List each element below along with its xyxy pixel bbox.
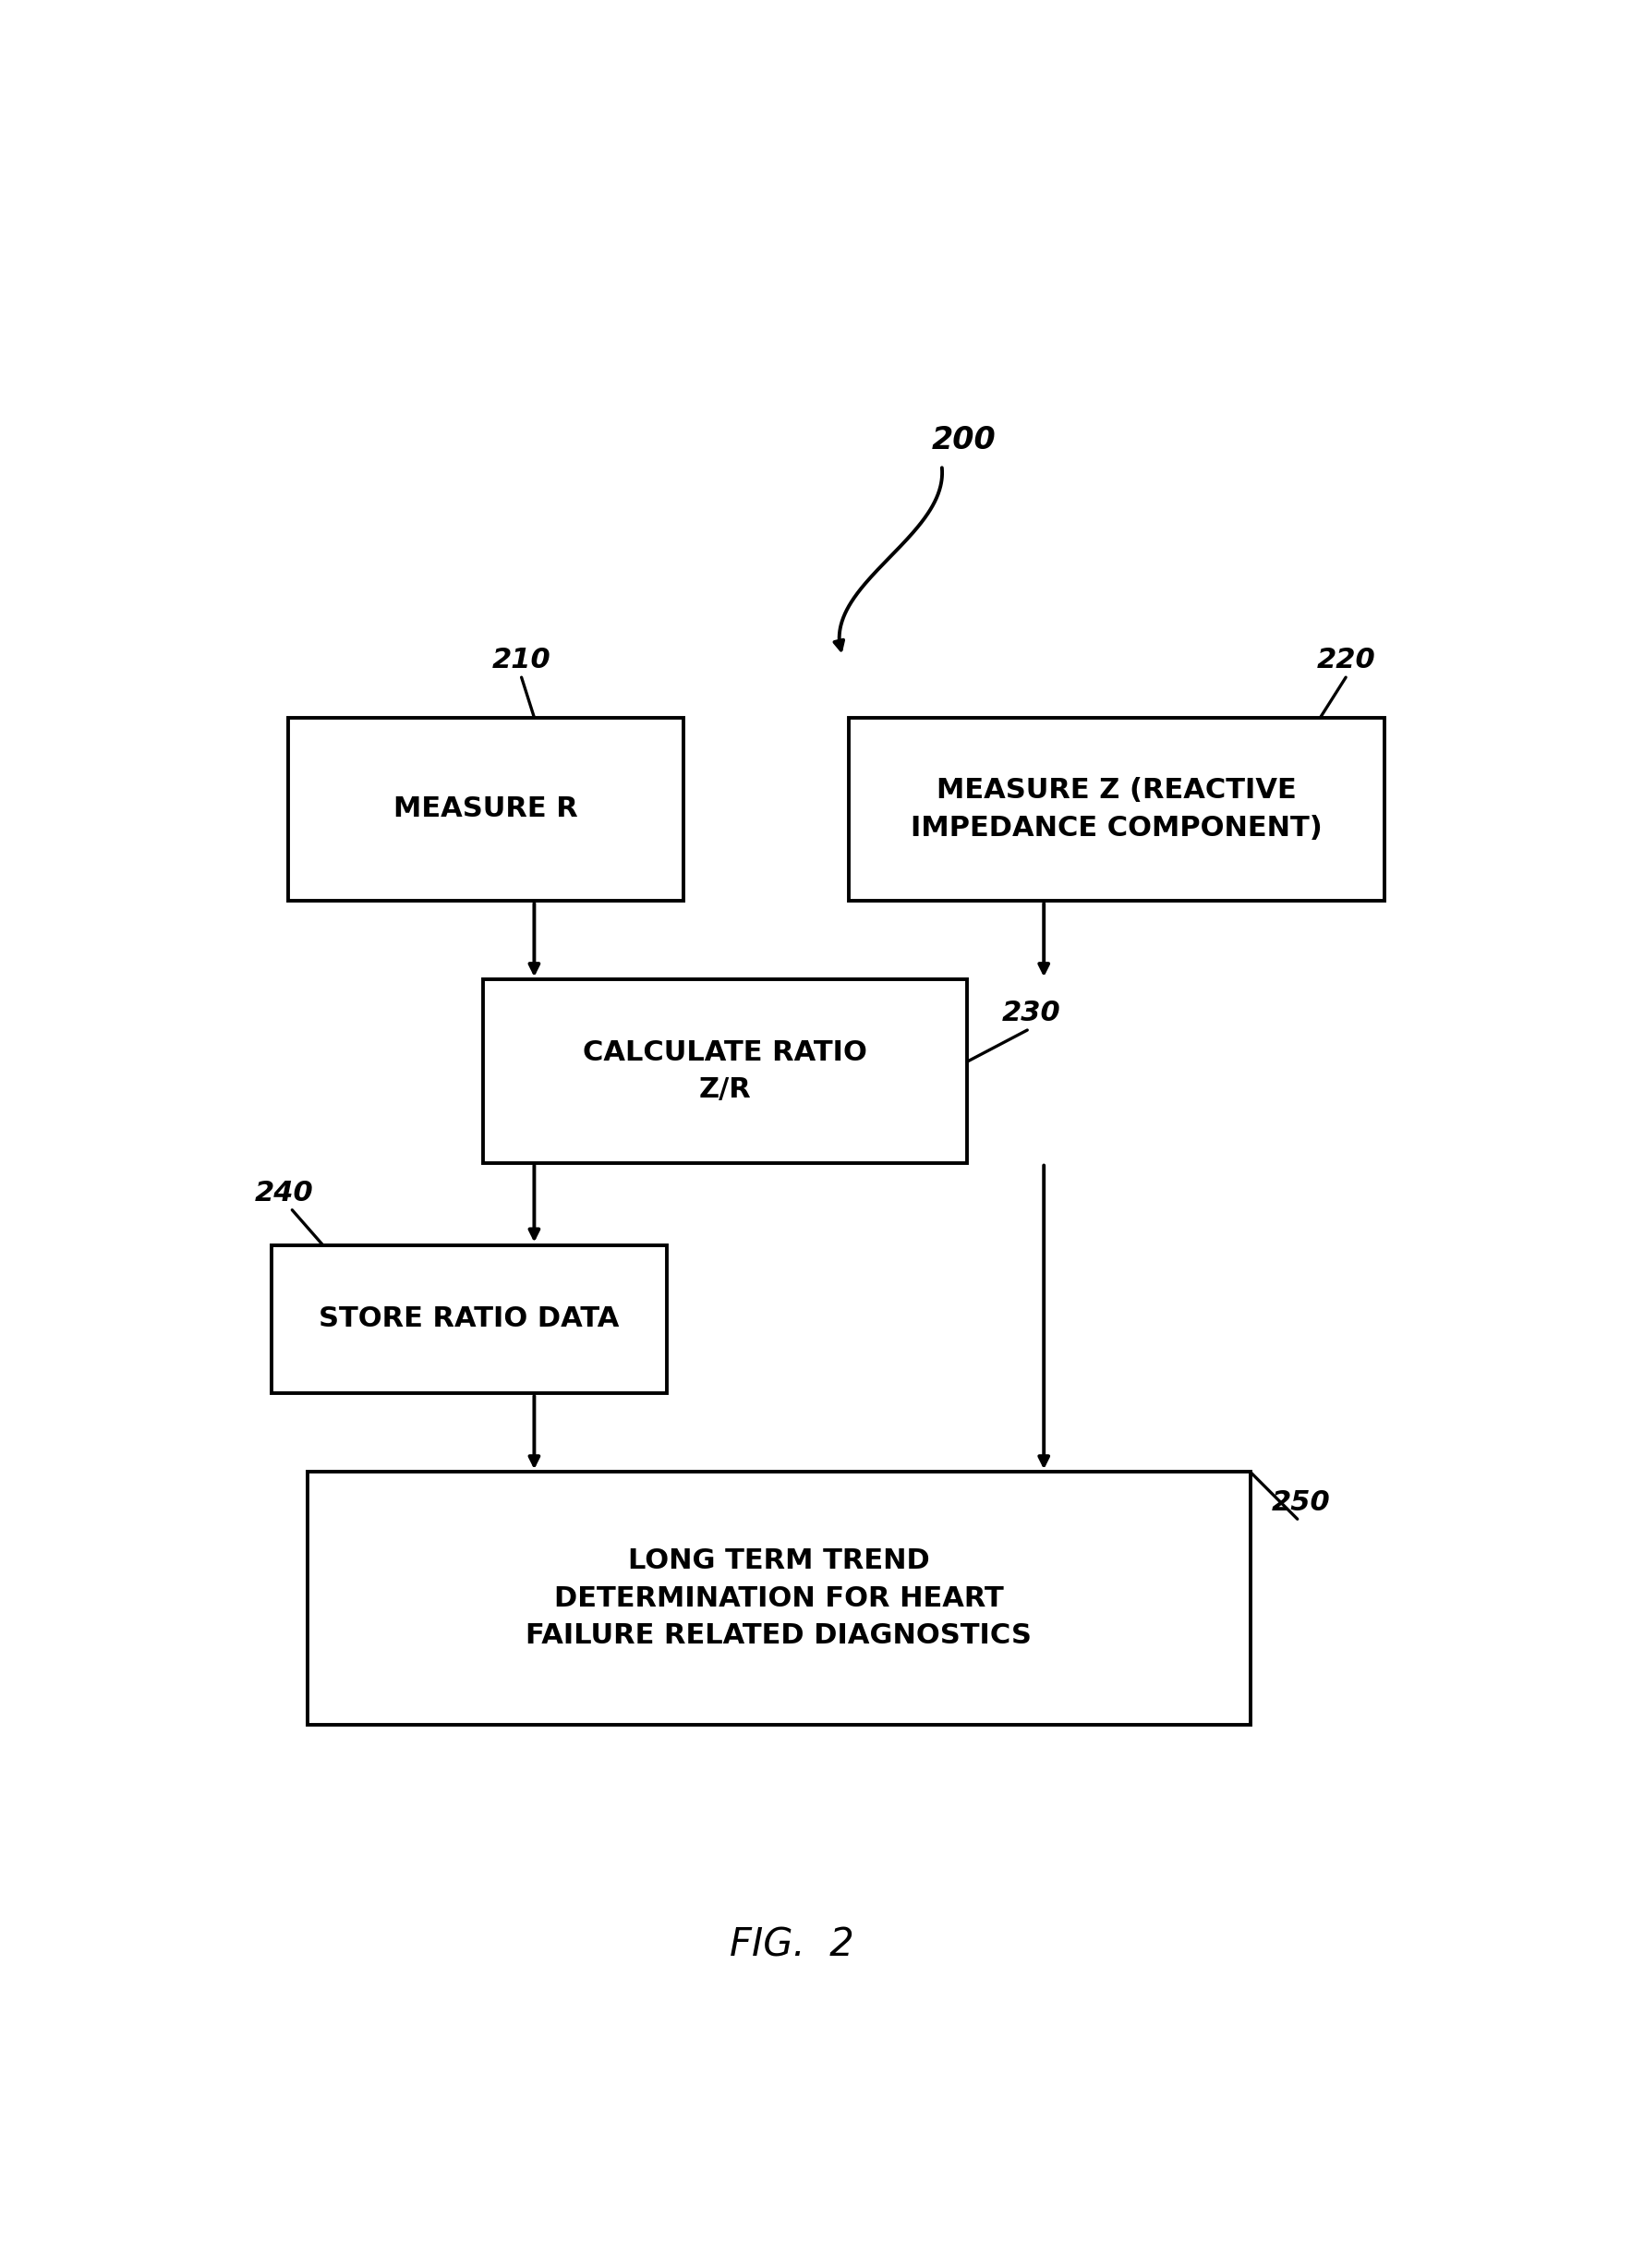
Bar	[307, 1472, 1251, 1726]
Text: 230: 230	[1001, 1000, 1060, 1027]
Text: 240: 240	[255, 1179, 314, 1207]
Bar	[288, 717, 684, 900]
Text: MEASURE R: MEASURE R	[393, 796, 579, 823]
Text: 250: 250	[1272, 1488, 1330, 1515]
Text: 220: 220	[1317, 646, 1376, 674]
Text: CALCULATE RATIO
Z/R: CALCULATE RATIO Z/R	[584, 1039, 868, 1102]
Text: LONG TERM TREND
DETERMINATION FOR HEART
FAILURE RELATED DIAGNOSTICS: LONG TERM TREND DETERMINATION FOR HEART …	[526, 1547, 1032, 1649]
Bar	[271, 1245, 667, 1393]
Text: FIG.  2: FIG. 2	[730, 1926, 853, 1964]
Text: STORE RATIO DATA: STORE RATIO DATA	[319, 1306, 620, 1334]
Text: 200: 200	[932, 424, 996, 456]
Bar	[848, 717, 1384, 900]
Bar	[483, 980, 967, 1163]
Text: 210: 210	[492, 646, 551, 674]
Text: MEASURE Z (REACTIVE
IMPEDANCE COMPONENT): MEASURE Z (REACTIVE IMPEDANCE COMPONENT)	[911, 778, 1322, 841]
